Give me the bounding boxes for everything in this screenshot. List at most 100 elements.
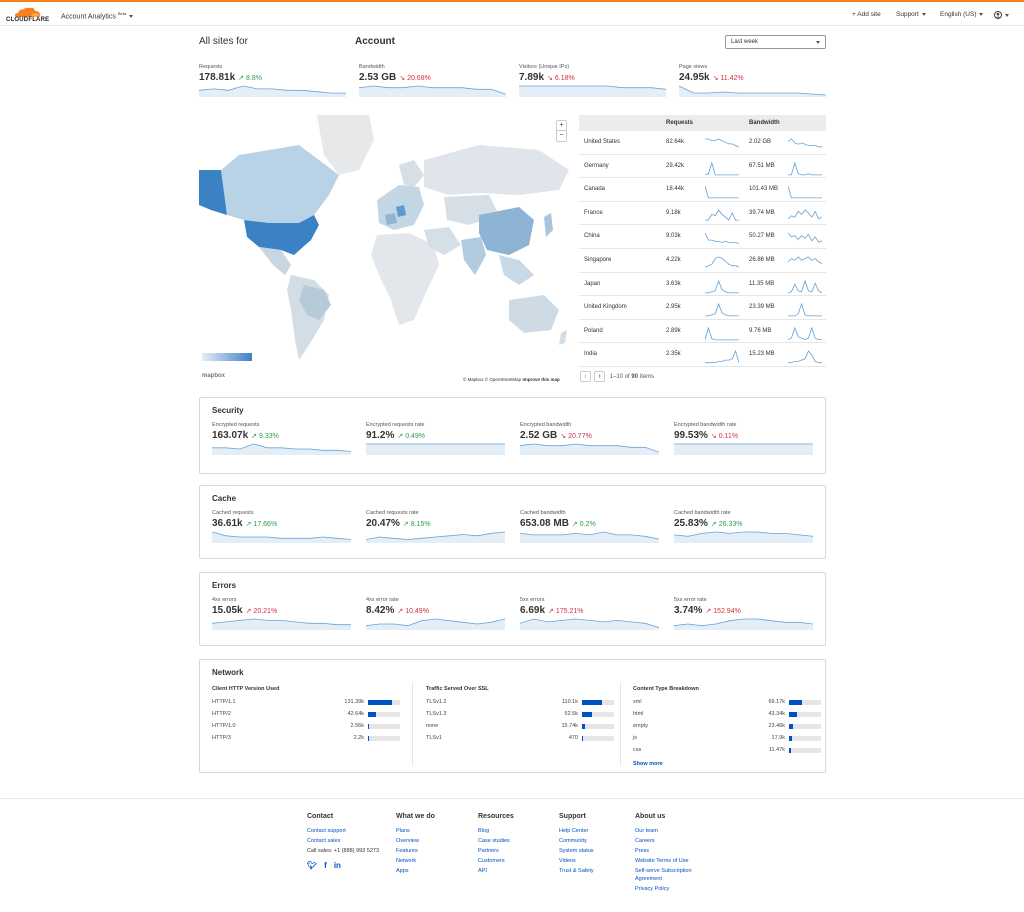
metric-delta: ↗ 8.15%: [403, 521, 431, 528]
map-country-russia: [424, 145, 569, 195]
bandwidth-sparkline: [788, 186, 822, 199]
support-label: Support: [896, 11, 919, 18]
footer-column-title: Contact: [307, 813, 334, 820]
footer-link[interactable]: Website Terms of Use: [635, 858, 689, 864]
support-menu[interactable]: Support: [896, 11, 926, 18]
col-header-requests[interactable]: Requests: [666, 120, 694, 126]
footer-link[interactable]: Apps: [396, 868, 409, 874]
footer-link[interactable]: Overview: [396, 838, 419, 844]
footer-link[interactable]: Contact support: [307, 828, 346, 834]
footer-link[interactable]: Partners: [478, 848, 499, 854]
table-row[interactable]: Germany 29.42k 67.51 MB: [579, 155, 826, 179]
trend-arrow-icon: ↗: [397, 608, 404, 615]
add-site-button[interactable]: + Add site: [852, 11, 881, 18]
footer-link[interactable]: Customers: [478, 858, 505, 864]
facebook-icon[interactable]: f: [324, 861, 327, 870]
metric-card: Visitors (Unique IPs) 7.89k ↘ 6.18%: [519, 64, 667, 99]
improve-map-link[interactable]: Improve this map: [522, 377, 560, 382]
metric-value-text: 25.83%: [674, 518, 708, 529]
time-range-select[interactable]: Last week: [725, 35, 826, 49]
footer-link[interactable]: System status: [559, 848, 594, 854]
show-more-link[interactable]: Show more: [633, 761, 663, 767]
world-map[interactable]: mapbox: [199, 115, 572, 383]
footer-link[interactable]: Videos: [559, 858, 576, 864]
table-row[interactable]: China 9.03k 50.27 MB: [579, 225, 826, 249]
country-bandwidth: 15.23 MB: [749, 351, 775, 358]
next-page-button[interactable]: ›: [594, 371, 605, 382]
metric-label: 5xx error rate: [674, 597, 707, 603]
footer-link[interactable]: Trust & Safety: [559, 868, 594, 874]
network-row-value: 69.17k: [768, 699, 785, 705]
network-row-bar: [789, 748, 821, 753]
metric-label: Encrypted requests: [212, 422, 260, 428]
footer-link[interactable]: Careers: [635, 838, 655, 844]
col-header-bandwidth[interactable]: Bandwidth: [749, 120, 780, 126]
user-menu[interactable]: [994, 11, 1009, 19]
table-row[interactable]: Poland 2.89k 9.76 MB: [579, 320, 826, 344]
footer-link[interactable]: Blog: [478, 828, 490, 834]
footer-link[interactable]: Help Center: [559, 828, 589, 834]
zoom-out-button[interactable]: −: [559, 132, 564, 139]
footer-link[interactable]: Self-serve Subscription Agreement: [635, 868, 692, 882]
network-row-value: 2.56k: [350, 723, 364, 729]
country-bandwidth: 23.39 MB: [749, 304, 775, 311]
network-row-label: js: [633, 735, 637, 741]
network-row-bar: [582, 700, 614, 705]
network-row-value: 23.46k: [768, 723, 785, 729]
footer-link[interactable]: Case studies: [478, 838, 510, 844]
twitter-icon[interactable]: 🐦︎: [307, 861, 318, 870]
footer-link[interactable]: Contact sales: [307, 838, 341, 844]
table-row[interactable]: France 9.18k 39.74 MB: [579, 202, 826, 226]
trend-arrow-icon: ↘: [710, 433, 717, 440]
metric-value-text: 99.53%: [674, 430, 708, 441]
network-row: TLSv1.2 110.1k: [426, 699, 614, 711]
metric-label: Cached requests: [212, 510, 254, 516]
table-row[interactable]: India 2.35k 15.23 MB: [579, 343, 826, 367]
page-title-left: All sites for: [199, 36, 248, 47]
footer-link[interactable]: Community: [559, 838, 587, 844]
footer-link[interactable]: Press: [635, 848, 650, 854]
footer-link[interactable]: API: [478, 868, 487, 874]
requests-sparkline: [705, 209, 739, 221]
trend-arrow-icon: ↗: [251, 433, 258, 440]
table-row[interactable]: United States 82.64k 2.02 GB: [579, 131, 826, 155]
map-attribution-text[interactable]: © Mapbox © OpenStreetMap: [463, 377, 522, 382]
network-row: empty 23.46k: [633, 723, 821, 735]
metric-card: Page views 24.95k ↘ 11.42%: [678, 64, 827, 99]
prev-page-button[interactable]: ‹: [580, 371, 591, 382]
sparkline: [678, 85, 827, 97]
mapbox-logo[interactable]: mapbox: [202, 373, 226, 379]
country-requests: 29.42k: [666, 162, 685, 169]
linkedin-icon[interactable]: in: [333, 861, 341, 870]
table-row[interactable]: Canada 18.44k 101.43 MB: [579, 178, 826, 202]
table-row[interactable]: Singapore 4.22k 26.86 MB: [579, 249, 826, 273]
metric-sparkline: [519, 530, 660, 545]
metric-label: Cached bandwidth: [520, 510, 566, 516]
footer-link[interactable]: Features: [396, 848, 418, 854]
footer-column-title: Support: [559, 813, 586, 820]
metric-delta-text: 26.33%: [718, 521, 743, 528]
metric-delta: ↗ 0.49%: [397, 433, 425, 440]
metric-label: Encrypted bandwidth rate: [674, 422, 737, 428]
sparkline: [673, 618, 814, 630]
metric-value: 7.89k ↘ 6.18%: [519, 72, 666, 83]
table-row[interactable]: United Kingdom 2.95k 23.39 MB: [579, 296, 826, 320]
country-table: Requests Bandwidth United States 82.64k 2.…: [579, 115, 826, 367]
network-row-bar-fill: [582, 712, 592, 717]
network-row-label: TLSv1.3: [426, 711, 447, 717]
footer-link[interactable]: Plans: [396, 828, 410, 834]
footer-link[interactable]: Our team: [635, 828, 658, 834]
language-menu[interactable]: English (US): [940, 11, 984, 18]
requests-sparkline: [705, 302, 739, 317]
account-analytics-menu[interactable]: Account Analytics Beta: [61, 11, 134, 20]
footer-link[interactable]: Network: [396, 858, 417, 864]
cloudflare-logo[interactable]: CLOUDFLARE: [6, 7, 50, 24]
country-name: United States: [584, 139, 621, 145]
table-row[interactable]: Japan 3.63k 11.35 MB: [579, 273, 826, 297]
network-row-bar: [368, 724, 400, 729]
metric-card: 4xx error rate 8.42% ↗ 10.49%: [365, 597, 506, 632]
network-row-value: 470: [568, 735, 578, 741]
zoom-in-button[interactable]: +: [557, 121, 566, 131]
country-bandwidth: 11.35 MB: [749, 280, 775, 287]
footer-link[interactable]: Privacy Policy: [635, 886, 670, 892]
